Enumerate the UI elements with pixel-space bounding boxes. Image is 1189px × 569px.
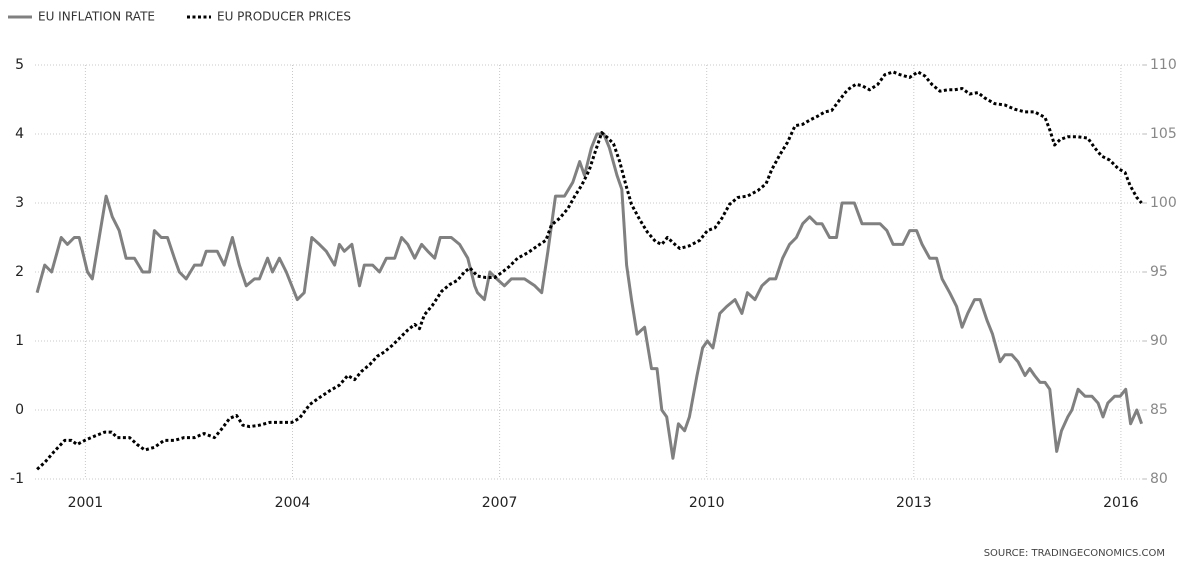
x-tick-label: 2013 [896,495,932,511]
y-tick-label: 2 [15,264,24,280]
y2-tick-label: 105 [1150,126,1177,142]
y-tick-label: 5 [15,57,24,73]
y-tick-label: 3 [15,195,24,211]
y-tick-label: 4 [15,126,24,142]
y2-tick-label: 95 [1150,264,1168,280]
y2-tick-label: 80 [1150,471,1168,487]
series-line [35,132,1144,460]
legend-label: EU INFLATION RATE [38,10,155,24]
y-tick-label: -1 [10,471,24,487]
x-tick-label: 2016 [1103,495,1139,511]
x-tick-label: 2007 [482,495,518,511]
y2-tick-label: 110 [1150,57,1177,73]
x-tick-label: 2010 [689,495,725,511]
y-tick-label: 1 [15,333,24,349]
y-tick-label: 0 [15,402,24,418]
legend-label: EU PRODUCER PRICES [217,10,351,24]
y2-tick-label: 90 [1150,333,1168,349]
y2-tick-label: 85 [1150,402,1168,418]
source: SOURCE: TRADINGECONOMICS.COM [984,548,1165,559]
x-tick-label: 2004 [275,495,311,511]
y2-tick-label: 100 [1150,195,1177,211]
x-tick-label: 2001 [68,495,104,511]
